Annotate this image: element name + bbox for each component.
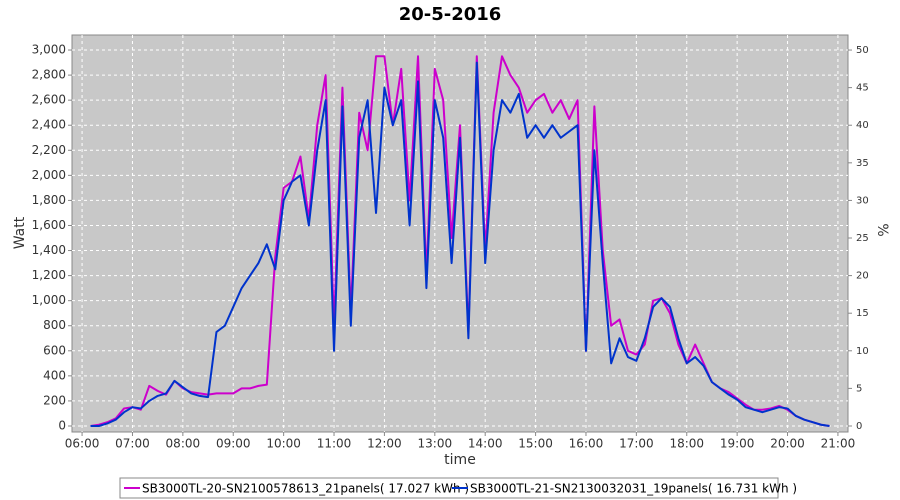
x-tick-label: 17:00 <box>619 437 654 451</box>
y-tick-label: 2,000 <box>32 168 66 182</box>
x-tick-label: 06:00 <box>65 437 100 451</box>
y-tick-label: 0 <box>58 418 66 432</box>
y-tick-label: 2,200 <box>32 143 66 157</box>
y-tick-label: 800 <box>43 318 66 332</box>
y-tick-label: 1,200 <box>32 268 66 282</box>
y-tick-label: 1,800 <box>32 193 66 207</box>
legend-label: SB3000TL-20-SN2100578613_21panels( 17.02… <box>142 482 469 496</box>
y-tick-label: 400 <box>43 368 66 382</box>
y-tick-label: 1,600 <box>32 218 66 232</box>
x-tick-label: 13:00 <box>418 437 453 451</box>
x-tick-label: 11:00 <box>317 437 352 451</box>
chart-title: 20-5-2016 <box>399 4 502 25</box>
y2-tick-label: 5 <box>856 383 862 394</box>
y2-tick-label: 40 <box>856 120 869 131</box>
y-axis-title: Watt <box>12 216 28 249</box>
x-tick-label: 09:00 <box>216 437 251 451</box>
plot-area <box>71 34 849 433</box>
y2-tick-label: 50 <box>856 45 869 56</box>
y-tick-label: 200 <box>43 393 66 407</box>
x-tick-label: 20:00 <box>770 437 805 451</box>
y-tick-label: 600 <box>43 343 66 357</box>
y2-tick-label: 20 <box>856 271 869 282</box>
x-tick-label: 21:00 <box>821 437 856 451</box>
y2-tick-label: 45 <box>856 83 869 94</box>
x-tick-label: 08:00 <box>166 437 201 451</box>
y-tick-label: 3,000 <box>32 43 66 57</box>
y-tick-label: 2,400 <box>32 118 66 132</box>
x-tick-label: 18:00 <box>669 437 704 451</box>
series-line <box>90 61 830 427</box>
y-tick-label: 2,600 <box>32 93 66 107</box>
legend-label: SB3000TL-21-SN2130032031_19panels( 16.73… <box>470 482 797 496</box>
y2-tick-label: 0 <box>856 421 862 432</box>
x-tick-label: 15:00 <box>518 437 553 451</box>
y-tick-label: 2,800 <box>32 68 66 82</box>
x-tick-label: 07:00 <box>115 437 150 451</box>
x-axis-title: time <box>444 452 476 468</box>
x-tick-label: 10:00 <box>266 437 301 451</box>
x-tick-label: 16:00 <box>569 437 604 451</box>
y-tick-label: 1,400 <box>32 243 66 257</box>
y2-axis-title: % <box>874 223 890 236</box>
y2-tick-label: 25 <box>856 233 869 244</box>
y2-tick-label: 10 <box>856 346 869 357</box>
y2-tick-label: 35 <box>856 158 869 169</box>
y2-tick-label: 15 <box>856 308 869 319</box>
x-tick-label: 12:00 <box>367 437 402 451</box>
x-tick-label: 14:00 <box>468 437 503 451</box>
y2-tick-label: 30 <box>856 195 869 206</box>
x-tick-label: 19:00 <box>720 437 755 451</box>
legend <box>119 477 779 499</box>
y-tick-label: 1,000 <box>32 293 66 307</box>
